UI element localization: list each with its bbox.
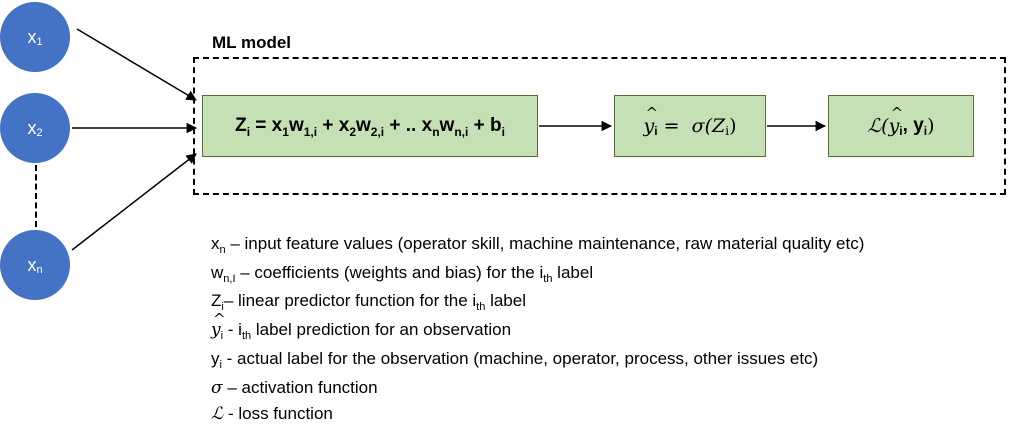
node-ellipsis-connector <box>35 165 37 227</box>
node-label: x <box>27 26 37 47</box>
node-label: x <box>27 254 37 275</box>
legend-item-zi: Zi– linear predictor function for the it… <box>211 291 526 314</box>
legend-item-yi: yi - actual label for the observation (m… <box>211 348 819 371</box>
sigma-arg-subscript: i <box>725 124 730 138</box>
ml-model-title: ML model <box>212 33 292 52</box>
equals-sign: = <box>663 115 680 137</box>
legend: xn – input feature values (operator skil… <box>211 231 864 428</box>
loss-prediction-subscript: i <box>899 124 903 138</box>
legend-item-loss: ℒ - loss function <box>211 404 333 425</box>
loss-actual: , y <box>902 115 924 136</box>
node-subscript: 2 <box>36 127 43 139</box>
loss-symbol: ℒ( <box>867 115 889 137</box>
arrow-x1-to-model <box>76 28 197 101</box>
loss-block: ℒ(yi , yi) <box>828 95 974 157</box>
node-subscript: n <box>36 264 43 276</box>
legend-item-xn: xn – input feature values (operator skil… <box>211 234 865 256</box>
legend-item-wn: wn,I – coefficients (weights and bias) f… <box>211 262 594 285</box>
loss-close: ) <box>927 115 935 137</box>
linear-predictor-block: Zi = x1w1,i + x2w2,i + .. xnwn,i + bi <box>202 95 538 157</box>
node-label: x <box>27 117 37 138</box>
loss-prediction-symbol: y <box>889 104 903 137</box>
linear-predictor-equation: Zi = x1w1,i + x2w2,i + .. xnwn,i + bi <box>235 115 505 139</box>
node-subscript: 1 <box>36 36 43 48</box>
prediction-symbol: y <box>644 104 658 137</box>
loss-actual-subscript: i <box>923 124 928 138</box>
sigma-function: σ(Z <box>691 115 726 137</box>
arrow-xn-to-model <box>71 153 197 251</box>
legend-item-yhat: yi - ith label prediction for an observa… <box>211 307 864 346</box>
activation-block: yi = σ(Zi) <box>614 95 766 157</box>
sigma-close: ) <box>729 115 737 137</box>
legend-item-sigma: σ – activation function <box>211 377 378 398</box>
prediction-subscript: i <box>654 124 658 138</box>
